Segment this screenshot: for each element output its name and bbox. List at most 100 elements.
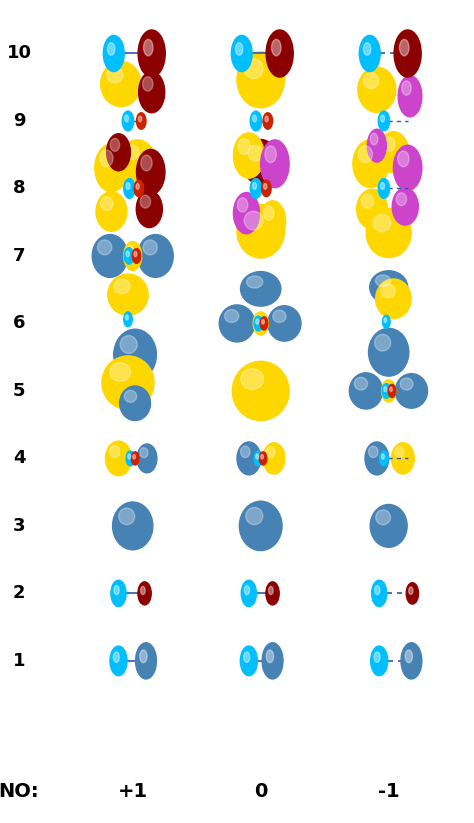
Ellipse shape: [381, 284, 395, 298]
Circle shape: [256, 319, 259, 324]
Circle shape: [269, 587, 273, 594]
Ellipse shape: [141, 155, 152, 171]
Ellipse shape: [143, 77, 153, 91]
Circle shape: [122, 111, 134, 131]
Ellipse shape: [354, 377, 368, 390]
Circle shape: [144, 40, 153, 56]
Ellipse shape: [125, 145, 139, 160]
Circle shape: [254, 316, 263, 331]
Circle shape: [263, 113, 273, 129]
Circle shape: [374, 652, 380, 663]
Circle shape: [253, 183, 256, 189]
Ellipse shape: [243, 139, 279, 185]
Ellipse shape: [396, 193, 407, 206]
Ellipse shape: [261, 140, 289, 188]
Ellipse shape: [356, 189, 387, 229]
Circle shape: [401, 643, 422, 679]
Circle shape: [131, 452, 139, 465]
Ellipse shape: [248, 145, 263, 161]
Ellipse shape: [118, 508, 135, 525]
Ellipse shape: [114, 329, 156, 380]
Circle shape: [260, 317, 268, 330]
Ellipse shape: [383, 137, 395, 151]
Circle shape: [384, 318, 387, 323]
Ellipse shape: [358, 67, 396, 113]
Circle shape: [394, 30, 421, 77]
Ellipse shape: [259, 201, 285, 242]
Ellipse shape: [92, 235, 128, 277]
Circle shape: [262, 180, 271, 197]
Circle shape: [136, 184, 139, 189]
Circle shape: [126, 451, 135, 466]
Ellipse shape: [353, 140, 388, 188]
Ellipse shape: [225, 309, 239, 323]
Ellipse shape: [119, 386, 151, 421]
Circle shape: [378, 111, 390, 131]
Ellipse shape: [244, 59, 263, 78]
Circle shape: [231, 35, 252, 72]
Circle shape: [128, 454, 131, 459]
Ellipse shape: [265, 146, 276, 163]
Circle shape: [378, 179, 390, 198]
Circle shape: [383, 315, 390, 328]
Ellipse shape: [255, 315, 262, 323]
Ellipse shape: [392, 443, 414, 474]
Circle shape: [381, 115, 384, 122]
Text: 9: 9: [13, 112, 25, 130]
Ellipse shape: [368, 446, 378, 458]
Ellipse shape: [140, 195, 151, 208]
Ellipse shape: [107, 67, 123, 83]
Ellipse shape: [124, 390, 137, 402]
Circle shape: [134, 252, 137, 257]
Ellipse shape: [143, 240, 157, 255]
Circle shape: [240, 646, 257, 676]
Circle shape: [381, 183, 384, 189]
Ellipse shape: [237, 198, 248, 212]
Circle shape: [380, 451, 388, 466]
Text: 5: 5: [13, 382, 25, 400]
Ellipse shape: [219, 305, 255, 342]
Ellipse shape: [370, 504, 407, 547]
Ellipse shape: [239, 501, 282, 551]
Circle shape: [261, 454, 264, 459]
Ellipse shape: [395, 447, 404, 458]
Ellipse shape: [375, 279, 411, 319]
Circle shape: [250, 179, 262, 198]
Ellipse shape: [140, 448, 148, 458]
Ellipse shape: [238, 138, 250, 155]
Ellipse shape: [233, 193, 260, 234]
Circle shape: [133, 454, 136, 459]
Ellipse shape: [100, 150, 113, 167]
Circle shape: [266, 650, 273, 663]
Circle shape: [405, 650, 412, 663]
Ellipse shape: [395, 374, 428, 408]
Ellipse shape: [393, 145, 422, 191]
Text: -1: -1: [378, 782, 400, 802]
Circle shape: [244, 652, 250, 663]
Ellipse shape: [102, 356, 154, 410]
Circle shape: [359, 35, 380, 72]
Circle shape: [382, 454, 384, 459]
Ellipse shape: [241, 369, 264, 389]
Circle shape: [254, 451, 263, 466]
Text: 2: 2: [13, 584, 25, 602]
Ellipse shape: [378, 132, 409, 173]
Ellipse shape: [367, 129, 386, 162]
Ellipse shape: [273, 310, 286, 323]
Circle shape: [134, 180, 144, 197]
Text: 8: 8: [13, 179, 25, 198]
Circle shape: [114, 585, 119, 595]
Circle shape: [124, 179, 135, 198]
Ellipse shape: [366, 208, 411, 258]
Ellipse shape: [137, 150, 165, 195]
Text: 10: 10: [7, 44, 31, 63]
Ellipse shape: [233, 133, 264, 179]
Ellipse shape: [246, 276, 263, 288]
Circle shape: [409, 587, 413, 594]
Ellipse shape: [110, 363, 131, 381]
Circle shape: [113, 652, 119, 663]
Ellipse shape: [365, 442, 389, 475]
Text: 6: 6: [13, 314, 25, 332]
Circle shape: [124, 312, 132, 327]
Text: +1: +1: [118, 782, 148, 802]
